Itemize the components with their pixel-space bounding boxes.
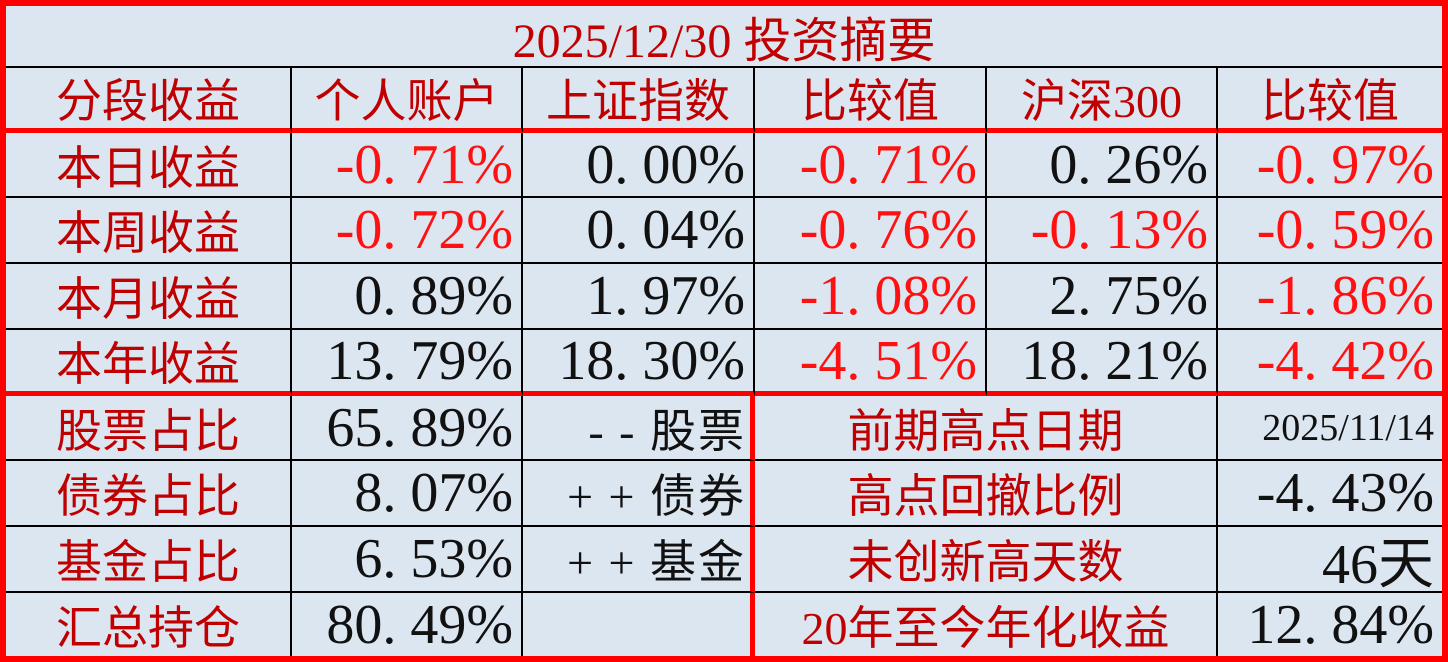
value-cell: 8. 07% [292, 461, 523, 527]
position-change-cell: + + 基金 [523, 527, 755, 593]
column-header-comparison-2: 比较值 [1218, 68, 1442, 133]
value-cell: -0. 59% [1218, 198, 1442, 264]
row-label: 基金占比 [6, 527, 292, 593]
row-label: 股票占比 [6, 396, 292, 461]
value-cell: 0. 04% [523, 198, 755, 264]
stat-value: -4. 43% [1218, 461, 1442, 527]
value-cell: 0. 26% [987, 133, 1218, 198]
column-header-csi300: 沪深300 [987, 68, 1218, 133]
column-header-segment-return: 分段收益 [6, 68, 292, 133]
value-cell: 1. 97% [523, 264, 755, 330]
row-label: 本年收益 [6, 330, 292, 396]
page-title: 2025/12/30 投资摘要 [6, 6, 1442, 68]
value-cell: -0. 13% [987, 198, 1218, 264]
stat-value: 2025/11/14 [1218, 396, 1442, 461]
value-cell: 18. 21% [987, 330, 1218, 396]
position-change-cell [523, 593, 755, 656]
value-cell: -1. 86% [1218, 264, 1442, 330]
stat-label: 前期高点日期 [755, 396, 1218, 461]
row-label: 汇总持仓 [6, 593, 292, 656]
column-header-sse-index: 上证指数 [523, 68, 755, 133]
stat-value: 12. 84% [1247, 593, 1434, 656]
value-cell: 65. 89% [292, 396, 523, 461]
stat-label: 高点回撤比例 [755, 461, 1218, 527]
position-change-cell: + + 债券 [523, 461, 755, 527]
column-header-comparison-1: 比较值 [755, 68, 987, 133]
column-header-personal-account: 个人账户 [292, 68, 523, 133]
value-cell: -4. 42% [1218, 330, 1442, 396]
row-label: 本日收益 [6, 133, 292, 198]
value-cell: 80. 49% [292, 593, 523, 656]
value-cell: 2. 75% [987, 264, 1218, 330]
row-label: 本月收益 [6, 264, 292, 330]
value-cell: 18. 30% [523, 330, 755, 396]
value-cell: -4. 51% [755, 330, 987, 396]
value-cell: -0. 72% [292, 198, 523, 264]
value-cell: 0. 89% [292, 264, 523, 330]
value-cell: -1. 08% [755, 264, 987, 330]
stat-label: 20年至今年化收益 [755, 593, 1218, 656]
row-label: 本周收益 [6, 198, 292, 264]
stat-label: 未创新高天数 [755, 527, 1218, 593]
value-cell: -0. 97% [1218, 133, 1442, 198]
value-cell: 13. 79% [292, 330, 523, 396]
value-cell: 0. 00% [523, 133, 755, 198]
stat-value: 46天 [1218, 527, 1442, 593]
position-change-cell: - - 股票 [523, 396, 755, 461]
row-label: 债券占比 [6, 461, 292, 527]
value-cell: -0. 71% [292, 133, 523, 198]
value-cell: 6. 53% [292, 527, 523, 593]
value-cell: -0. 71% [755, 133, 987, 198]
value-cell: -0. 76% [755, 198, 987, 264]
